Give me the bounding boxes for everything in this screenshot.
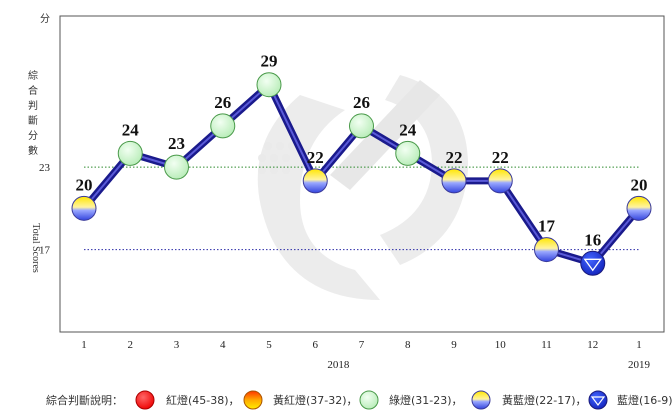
data-label: 17 [538,217,556,236]
x-tick-label: 9 [451,339,457,351]
blue-signal-triangle [583,258,603,272]
data-label: 23 [168,134,185,153]
x-tick-label: 12 [587,339,598,351]
x-tick-label: 10 [495,339,507,351]
y-axis-title-zh: 綜合判斷分數 [26,69,38,160]
data-label: 26 [214,93,231,112]
signal-marker-yellow-blue [534,237,559,263]
legend-label-yellow-red: 黃紅燈(37-32)， [273,393,358,407]
signal-marker-green [256,72,282,98]
x-tick-label: 4 [220,339,226,351]
data-label: 16 [584,230,601,249]
data-label: 20 [76,175,93,194]
data-label: 29 [261,52,278,71]
x-tick-label: 11 [541,339,552,351]
x-tick-label: 2 [128,339,134,351]
data-label: 22 [492,148,509,167]
reference-lines [84,166,640,251]
signal-marker-green [117,140,143,166]
signal-marker-green [349,113,374,139]
data-label: 22 [307,148,324,167]
legend: 綜合判斷說明： 紅燈(45-38)， 黃紅燈(37-32)， 綠燈(31-23)， 黃… [46,390,672,410]
y-tick-label: 23 [39,162,51,174]
y-tick-label: 17 [39,245,51,257]
x-tick-label: 3 [174,339,180,351]
data-label: 22 [446,148,463,167]
data-label: 20 [631,175,648,194]
signal-marker-yellow-blue [487,168,513,194]
signal-marker-yellow-blue [626,195,652,221]
x-tick-label: 1 [636,339,642,351]
x-tick-label: 7 [359,339,365,351]
x-tick-label: 1 [81,339,87,351]
data-markers [71,72,652,276]
signal-marker-blue [580,250,606,276]
y-axis-title-en: Total Scores [30,223,41,273]
legend-swatch-green-icon [359,390,379,410]
data-labels: 20 24 23 26 29 22 26 24 22 22 17 16 20 [76,52,648,250]
signal-marker-green [395,140,421,166]
signal-marker-green [210,113,236,139]
legend-swatch-red-icon [135,390,155,410]
watermark-logo [257,75,469,300]
legend-label-green: 綠燈(31-23)， [389,393,463,407]
signal-marker-yellow-blue [302,168,328,194]
data-label: 26 [353,93,370,112]
data-label: 24 [122,120,140,139]
x-tick-label: 5 [266,339,272,351]
y-unit-label: 分 [40,13,50,25]
legend-swatch-yellow-blue-icon [471,390,491,410]
signal-marker-yellow-blue [441,168,467,194]
legend-swatch-yellow-red-icon [243,390,263,410]
y-tick-labels: 23 17 [39,162,51,256]
data-label: 24 [399,120,417,139]
legend-title: 綜合判斷說明： [46,393,123,407]
year-label: 2018 [327,359,350,371]
year-label: 2019 [628,359,651,371]
plot-frame [59,15,665,333]
signal-marker-green [164,154,189,180]
legend-swatch-blue-icon [588,390,608,410]
legend-label-red: 紅燈(45-38)， [166,393,240,407]
legend-label-blue: 藍燈(16-9)， [617,393,672,407]
legend-triangle-icon [590,396,606,406]
signal-marker-yellow-blue [71,195,97,221]
x-tick-label: 8 [405,339,411,351]
x-tick-label: 6 [313,339,319,351]
legend-label-yellow-blue: 黃藍燈(22-17)， [502,393,587,407]
